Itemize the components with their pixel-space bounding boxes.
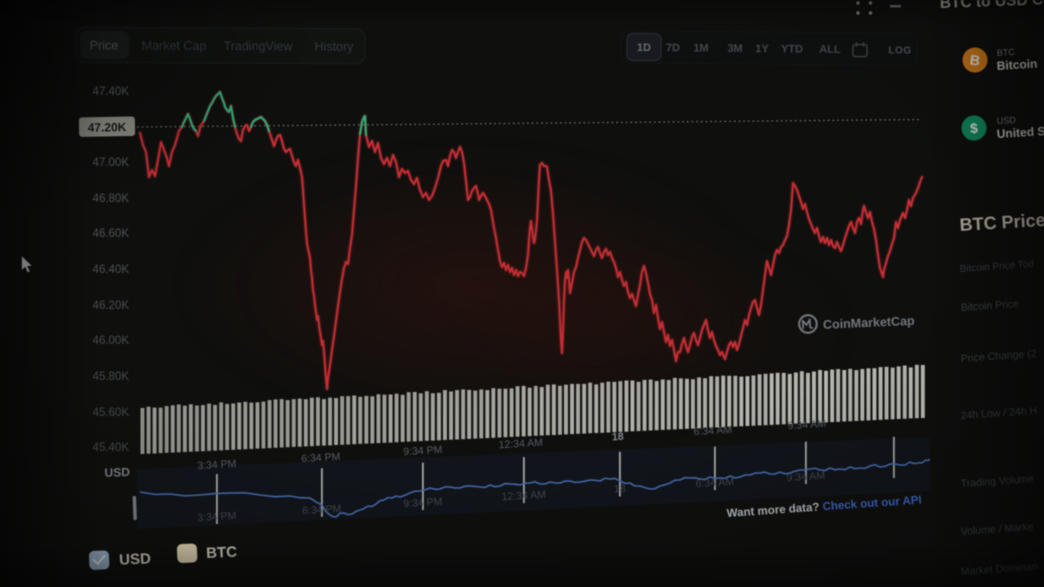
svg-text:YTD: YTD <box>781 43 803 55</box>
svg-text:7D: 7D <box>666 42 680 54</box>
svg-text:United St: United St <box>996 124 1044 141</box>
svg-text:3M: 3M <box>727 43 742 55</box>
svg-text:Trading Volume: Trading Volume <box>960 473 1034 490</box>
svg-text:46.20K: 46.20K <box>93 300 130 312</box>
svg-text:9:34 AM: 9:34 AM <box>786 470 825 484</box>
svg-text:18: 18 <box>614 483 626 496</box>
svg-text:Price: Price <box>90 38 119 52</box>
svg-text:USD: USD <box>119 550 152 568</box>
svg-text:1Y: 1Y <box>755 43 769 55</box>
svg-text:46.80K: 46.80K <box>93 193 130 205</box>
svg-text:6:34 AM: 6:34 AM <box>693 424 732 438</box>
svg-text:9:34 PM: 9:34 PM <box>403 496 443 510</box>
svg-text:9:34 AM: 9:34 AM <box>787 418 826 432</box>
svg-text:47.00K: 47.00K <box>93 157 130 169</box>
svg-text:Volume / Marke: Volume / Marke <box>960 521 1034 538</box>
svg-text:1M: 1M <box>693 42 708 54</box>
svg-text:USD: USD <box>104 465 130 480</box>
svg-text:BTC Price To: BTC Price To <box>959 208 1044 235</box>
svg-text:46.60K: 46.60K <box>93 228 130 240</box>
svg-text:46.40K: 46.40K <box>93 264 130 276</box>
svg-text:LOG: LOG <box>888 45 911 56</box>
svg-text:TradingView: TradingView <box>224 39 294 53</box>
svg-text:47.40K: 47.40K <box>93 86 130 98</box>
svg-text:45.40K: 45.40K <box>93 442 130 454</box>
svg-text:Market Dominan: Market Dominan <box>960 561 1038 578</box>
svg-text:1D: 1D <box>637 42 651 54</box>
svg-text:BTC: BTC <box>206 544 238 562</box>
svg-text:BTC: BTC <box>997 47 1016 58</box>
svg-text:18: 18 <box>612 431 624 444</box>
svg-text:46.00K: 46.00K <box>93 335 130 347</box>
svg-text:9:34 PM: 9:34 PM <box>403 444 443 458</box>
svg-text:$: $ <box>970 120 979 136</box>
svg-text:ALL: ALL <box>819 44 841 56</box>
svg-text:45.60K: 45.60K <box>93 407 130 419</box>
svg-text:24h Low / 24h H: 24h Low / 24h H <box>960 405 1037 422</box>
svg-text:6:34 PM: 6:34 PM <box>301 451 341 465</box>
svg-text:CoinMarketCap: CoinMarketCap <box>823 314 916 332</box>
svg-text:6:34 AM: 6:34 AM <box>695 476 734 490</box>
svg-text:3:34 PM: 3:34 PM <box>197 458 237 472</box>
svg-text:Bitcoin Price Tod: Bitcoin Price Tod <box>959 259 1034 275</box>
svg-text:Bitcoin: Bitcoin <box>996 57 1037 73</box>
svg-text:6:34 PM: 6:34 PM <box>302 503 342 517</box>
svg-text:History: History <box>315 39 355 53</box>
svg-text:12:34 AM: 12:34 AM <box>501 489 546 503</box>
svg-text:USD: USD <box>997 115 1017 126</box>
svg-text:Price Change (2: Price Change (2 <box>960 348 1037 365</box>
svg-text:3:34 PM: 3:34 PM <box>197 510 237 524</box>
svg-text:45.80K: 45.80K <box>93 371 130 383</box>
svg-text:47.20K: 47.20K <box>88 120 127 135</box>
svg-text:BTC to USD Co: BTC to USD Co <box>940 0 1044 12</box>
svg-text:Market Cap: Market Cap <box>142 39 207 53</box>
svg-text:Bitcoin Price: Bitcoin Price <box>960 298 1019 314</box>
svg-text:12:34 AM: 12:34 AM <box>498 437 543 451</box>
